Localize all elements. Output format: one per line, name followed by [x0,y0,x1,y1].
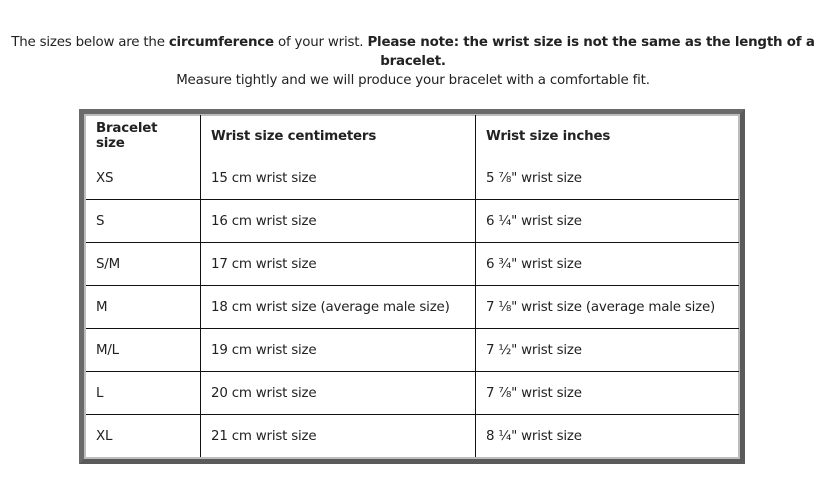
wrist-cm-cell: 19 cm wrist size [200,328,476,372]
intro-bold-note: Please note: the wrist size is not the s… [367,35,815,69]
wrist-inches-cell: 7 ½" wrist size [475,328,739,372]
bracelet-size-cell: S/M [86,242,201,286]
intro-line-1: The sizes below are the circumference of… [0,33,826,71]
bracelet-size-cell: M [86,285,201,329]
table-row: XS 15 cm wrist size 5 ⅞" wrist size [86,157,739,200]
bracelet-size-cell: XS [86,157,201,200]
intro-bold-circumference: circumference [168,35,274,50]
table-row: M/L 19 cm wrist size 7 ½" wrist size [86,328,739,372]
table-row: L 20 cm wrist size 7 ⅞" wrist size [86,371,739,415]
bracelet-size-cell: M/L [86,328,201,372]
header-wrist-cm: Wrist size centimeters [200,115,476,157]
wrist-cm-cell: 21 cm wrist size [200,414,476,457]
wrist-inches-cell: 8 ¼" wrist size [475,414,739,457]
wrist-cm-cell: 16 cm wrist size [200,199,476,243]
intro-line-2: Measure tightly and we will produce your… [176,73,650,88]
wrist-cm-cell: 18 cm wrist size (average male size) [200,285,476,329]
wrist-cm-cell: 20 cm wrist size [200,371,476,415]
intro-text-part: of your wrist. [273,35,368,50]
header-wrist-inches: Wrist size inches [475,115,739,157]
size-table: Bracelet size Wrist size centimeters Wri… [86,115,739,457]
wrist-inches-cell: 7 ⅛" wrist size (average male size) [475,285,739,329]
intro-text: The sizes below are the circumference of… [0,33,826,90]
table-frame [79,109,745,464]
bracelet-size-cell: XL [86,414,201,457]
wrist-inches-cell: 5 ⅞" wrist size [475,157,739,200]
table-row: M 18 cm wrist size (average male size) 7 ⅛… [86,285,739,329]
wrist-inches-cell: 6 ¾" wrist size [475,242,739,286]
intro-text-part: The sizes below are the [11,35,169,50]
bracelet-size-cell: L [86,371,201,415]
wrist-inches-cell: 7 ⅞" wrist size [475,371,739,415]
wrist-cm-cell: 15 cm wrist size [200,157,476,200]
wrist-inches-cell: 6 ¼" wrist size [475,199,739,243]
table-row: S 16 cm wrist size 6 ¼" wrist size [86,199,739,243]
header-bracelet-size: Bracelet size [86,115,201,157]
wrist-cm-cell: 17 cm wrist size [200,242,476,286]
table-row: S/M 17 cm wrist size 6 ¾" wrist size [86,242,739,286]
table-row: XL 21 cm wrist size 8 ¼" wrist size [86,414,739,457]
table-header-row: Bracelet size Wrist size centimeters Wri… [86,115,739,157]
bracelet-size-cell: S [86,199,201,243]
